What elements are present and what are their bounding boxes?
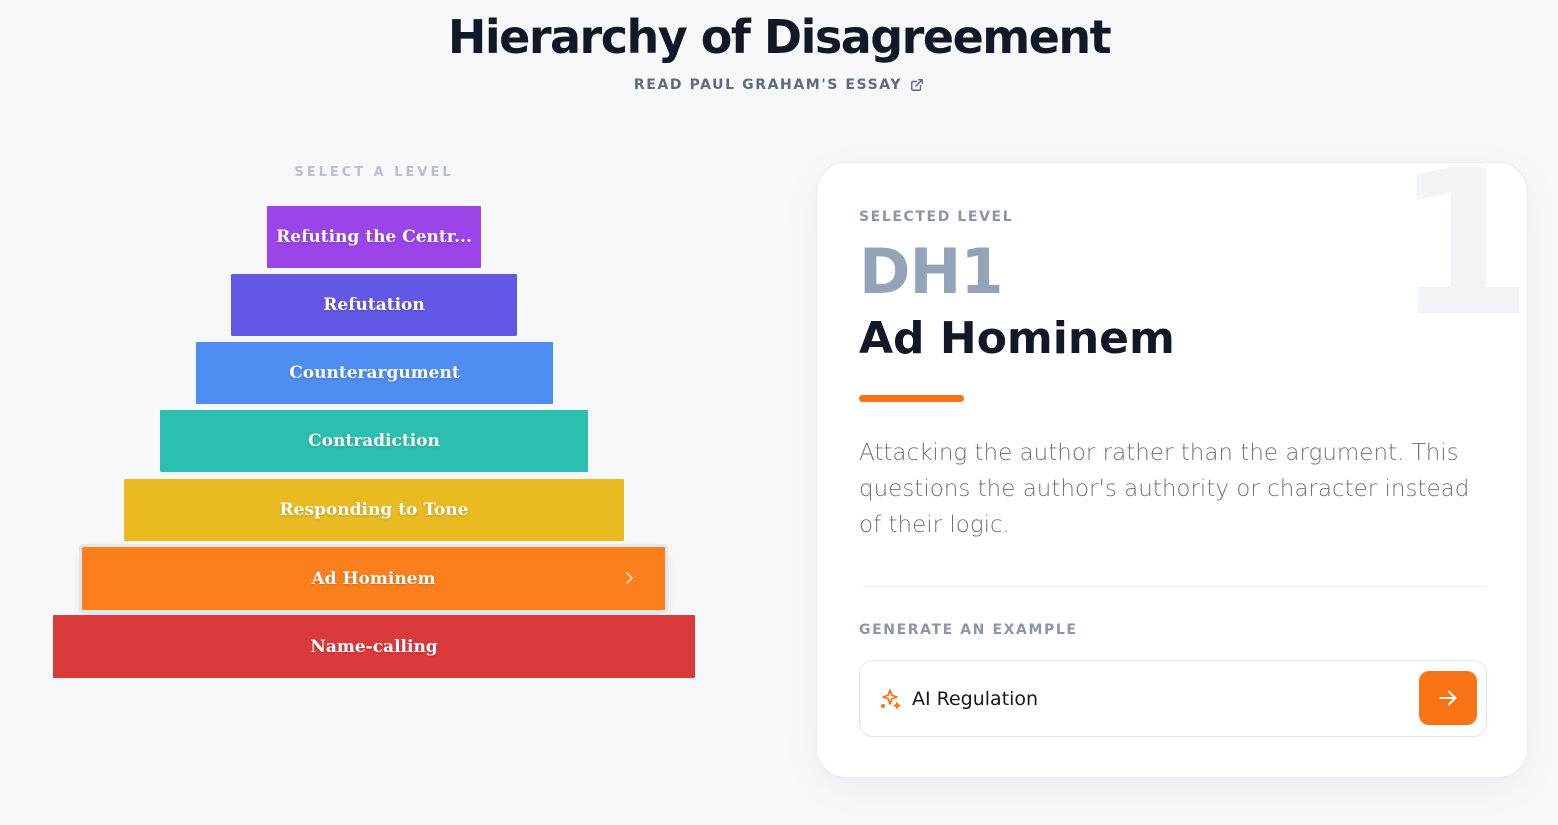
level-code: DH1 xyxy=(859,235,1003,308)
level-label: Ad Hominem xyxy=(311,568,436,589)
page-title: Hierarchy of Disagreement xyxy=(447,10,1112,64)
level-detail-card: 1 SELECTED LEVEL DH1 Ad Hominem Attackin… xyxy=(816,162,1528,778)
level-label: Name-calling xyxy=(310,636,438,657)
divider xyxy=(859,586,1487,587)
arrow-right-icon xyxy=(1439,690,1457,706)
level-label: Counterargument xyxy=(289,363,460,383)
level-label: Contradiction xyxy=(308,431,440,451)
level-name: Ad Hominem xyxy=(859,313,1175,364)
level-label: Responding to Tone xyxy=(279,500,469,520)
level-refuting-central-point[interactable]: Refuting the Centr... xyxy=(267,206,481,268)
level-label: Refutation xyxy=(323,295,425,315)
level-responding-to-tone[interactable]: Responding to Tone xyxy=(124,479,624,541)
level-name-calling[interactable]: Name-calling xyxy=(53,615,695,678)
background-level-number: 1 xyxy=(1393,162,1528,361)
external-link-icon xyxy=(911,79,924,91)
generate-button[interactable] xyxy=(1419,671,1477,725)
level-counterargument[interactable]: Counterargument xyxy=(196,342,553,404)
essay-link-label: READ PAUL GRAHAM'S ESSAY xyxy=(633,77,903,93)
level-refutation[interactable]: Refutation xyxy=(231,274,517,336)
selected-level-label: SELECTED LEVEL xyxy=(859,209,1014,225)
topic-input[interactable] xyxy=(912,681,1392,717)
topic-input-box xyxy=(859,660,1487,737)
generate-example-label: GENERATE AN EXAMPLE xyxy=(859,622,1078,638)
level-contradiction[interactable]: Contradiction xyxy=(160,410,588,472)
level-label: Refuting the Centr... xyxy=(276,227,472,247)
sparkle-icon xyxy=(880,689,901,709)
select-level-label: SELECT A LEVEL xyxy=(294,165,454,180)
essay-link[interactable]: READ PAUL GRAHAM'S ESSAY xyxy=(0,77,1558,93)
level-ad-hominem[interactable]: Ad Hominem xyxy=(79,544,668,613)
accent-bar xyxy=(859,395,964,402)
level-description: Attacking the author rather than the arg… xyxy=(859,440,1470,538)
chevron-right-icon xyxy=(626,572,633,584)
